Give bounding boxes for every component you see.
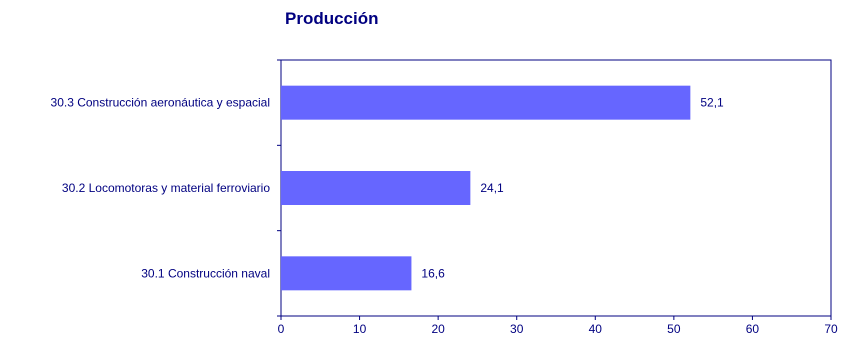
- chart-title: Producción: [285, 9, 379, 28]
- x-tick-label: 10: [353, 322, 367, 336]
- category-label: 30.1 Construcción naval: [141, 266, 270, 280]
- bar: [281, 256, 412, 291]
- bar: [281, 85, 691, 120]
- x-tick-label: 20: [431, 322, 445, 336]
- data-label: 16,6: [421, 266, 445, 280]
- data-label: 24,1: [480, 181, 504, 195]
- x-tick-label: 30: [510, 322, 524, 336]
- category-label: 30.2 Locomotoras y material ferroviario: [62, 181, 270, 195]
- x-tick-label: 60: [746, 322, 760, 336]
- category-label: 30.3 Construcción aeronáutica y espacial: [51, 96, 270, 110]
- x-tick-label: 0: [278, 322, 285, 336]
- x-tick-label: 40: [589, 322, 603, 336]
- x-tick-label: 70: [824, 322, 838, 336]
- x-tick-label: 50: [667, 322, 681, 336]
- data-label: 52,1: [700, 96, 724, 110]
- bar: [281, 171, 471, 205]
